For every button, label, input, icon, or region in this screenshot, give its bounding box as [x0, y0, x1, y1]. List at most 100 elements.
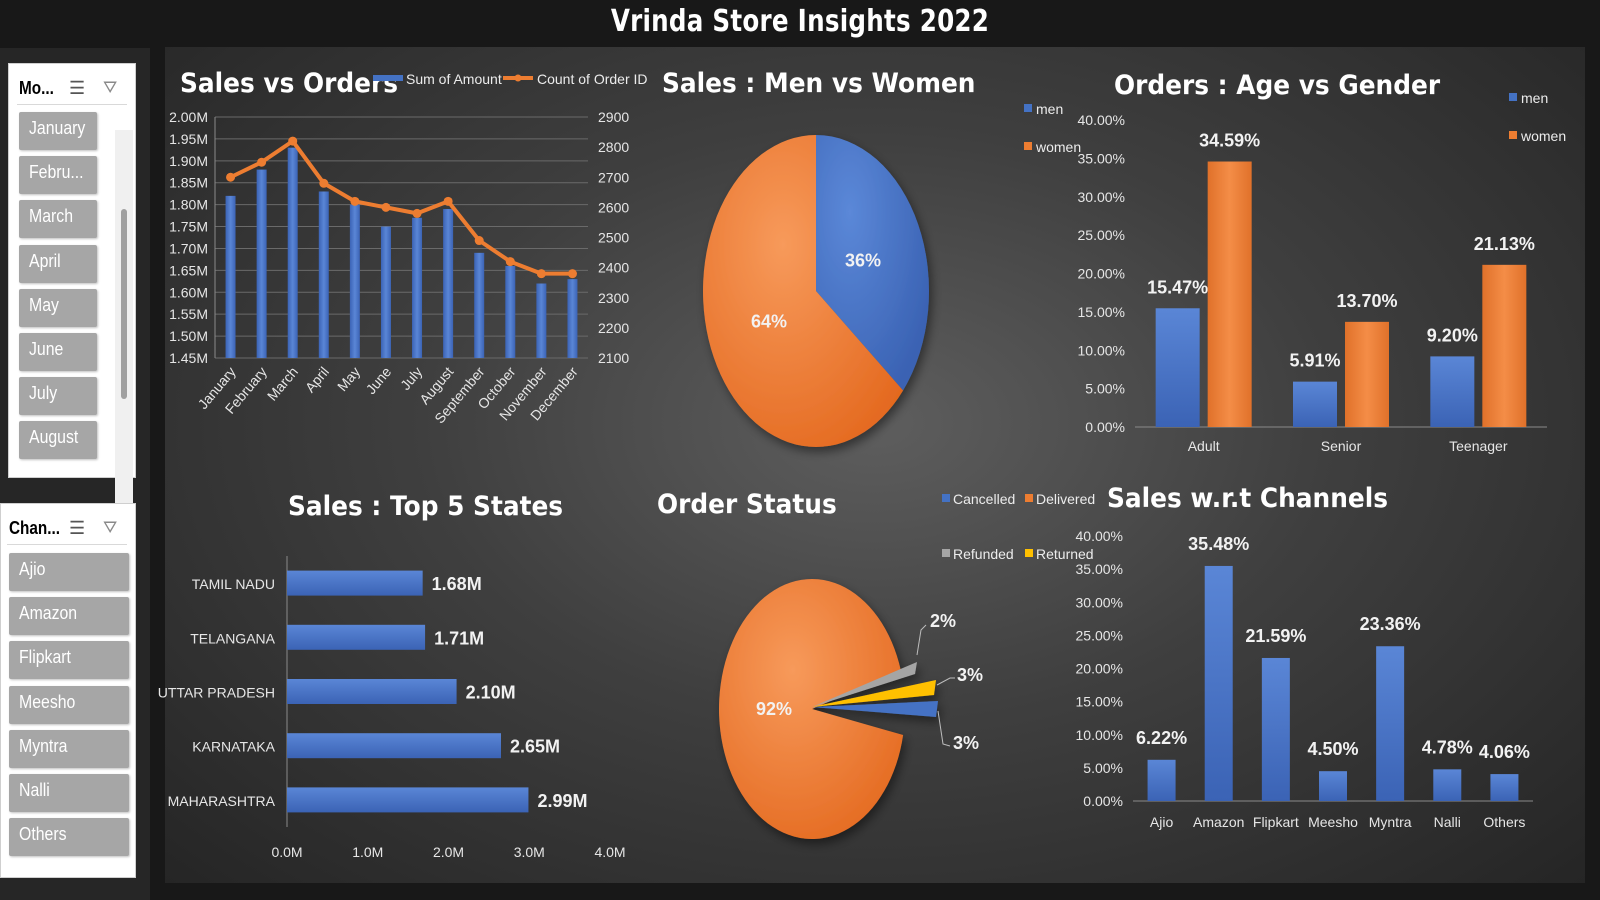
bar-sales-amount [567, 279, 578, 358]
point-order-count [536, 269, 546, 279]
bar-channel-sales [1433, 769, 1462, 801]
sales-vs-orders-title: Sales vs Orders [180, 68, 398, 99]
month-slicer-header: Mo... ☰ ⛛ [17, 74, 127, 105]
y-tick-left: 1.95M [169, 131, 208, 147]
bar-sales-amount [443, 209, 454, 358]
bar-data-label: 23.36% [1360, 614, 1421, 634]
bar-channel-sales [1204, 565, 1233, 801]
x-tick-month: March [264, 364, 301, 404]
y-tick: 30.00% [1076, 594, 1123, 610]
month-slicer-item[interactable]: April [19, 244, 97, 283]
y-tick-right: 2400 [598, 260, 629, 276]
month-slicer-item[interactable]: January [19, 112, 97, 150]
channel-slicer-item[interactable]: Meesho [9, 685, 129, 724]
point-order-count [350, 196, 360, 206]
x-tick-month: June [362, 363, 394, 397]
pie-slice-refunded [812, 662, 917, 707]
month-slicer-item[interactable]: August [19, 421, 97, 460]
y-tick: 35.00% [1078, 150, 1125, 166]
legend-swatch-amount [373, 75, 403, 81]
y-tick-right: 2300 [598, 290, 629, 306]
x-tick-channel: Ajio [1150, 814, 1174, 830]
bar-data-label: 34.59% [1199, 131, 1260, 151]
bar-sales-amount [380, 226, 391, 358]
pie-data-label: 92% [756, 699, 792, 719]
y-tick-left: 1.80M [169, 197, 208, 213]
y-tick: 40.00% [1076, 528, 1123, 544]
bar-data-label: 1.71M [434, 628, 484, 648]
y-tick: 25.00% [1078, 227, 1125, 243]
y-tick-left: 2.00M [169, 109, 208, 125]
y-tick: 5.00% [1085, 381, 1125, 397]
y-tick-state: TAMIL NADU [192, 576, 275, 592]
bar-channel-sales [1147, 759, 1176, 801]
y-tick-right: 2800 [598, 139, 629, 155]
legend-label-delivered: Delivered [1036, 491, 1095, 507]
y-tick: 0.00% [1083, 793, 1123, 809]
channel-slicer-item-label: Nalli [19, 780, 50, 800]
bar-data-label: 15.47% [1147, 277, 1208, 297]
bar-data-label: 9.20% [1427, 325, 1478, 345]
channel-slicer-item[interactable]: Amazon [9, 597, 129, 636]
x-tick-month: July [397, 364, 425, 393]
y-tick: 40.00% [1078, 112, 1125, 128]
y-tick-right: 2600 [598, 199, 629, 215]
x-tick-month: April [302, 364, 332, 396]
month-slicer-item-label: June [29, 339, 64, 359]
legend-label-men: men [1036, 101, 1063, 117]
bar-women [1482, 264, 1527, 427]
y-tick-left: 1.65M [169, 262, 208, 278]
month-slicer-title: Mo... [19, 78, 54, 98]
month-slicer-item[interactable]: May [19, 288, 97, 327]
pie-slice-delivered [719, 579, 904, 839]
clear-filter-icon[interactable]: ⛛ [103, 78, 118, 97]
point-order-count [319, 178, 329, 188]
y-tick: 25.00% [1076, 627, 1123, 643]
point-order-count [567, 269, 577, 279]
y-tick-left: 1.60M [169, 284, 208, 300]
bar-sales-amount [318, 191, 329, 358]
leader-line [937, 710, 951, 747]
month-slicer-item-label: January [29, 118, 86, 138]
month-slicer-item-label: July [29, 383, 58, 404]
month-slicer-item[interactable]: March [19, 200, 97, 239]
channel-slicer-item[interactable]: Nalli [9, 774, 129, 812]
x-tick-channel: Flipkart [1253, 814, 1299, 830]
pie-data-label: 2% [930, 611, 956, 631]
channel-slicer-item[interactable]: Ajio [9, 553, 129, 591]
channel-slicer-item[interactable]: Flipkart [9, 641, 129, 680]
point-order-count [474, 236, 484, 246]
y-tick: 10.00% [1078, 342, 1125, 358]
y-tick: 0.00% [1085, 419, 1125, 435]
legend-swatch-men [1509, 93, 1517, 101]
month-slicer-item[interactable]: Febru... [19, 156, 97, 195]
month-scrollbar-thumb[interactable] [121, 209, 127, 399]
bar-women [1207, 161, 1252, 428]
multi-select-icon[interactable]: ☰ [69, 78, 86, 98]
multi-select-icon[interactable]: ☰ [69, 518, 86, 538]
channel-slicer-item[interactable]: Others [9, 818, 129, 857]
legend-swatch-returned [1025, 549, 1033, 557]
sales-vs-orders-legend: Sum of Amount Count of Order ID [373, 71, 648, 87]
pie-data-label: 3% [953, 733, 979, 753]
clear-filter-icon[interactable]: ⛛ [103, 518, 118, 537]
pie-data-label: 64% [751, 312, 787, 332]
channel-slicer-item[interactable]: Myntra [9, 729, 129, 768]
bar-data-label: 5.91% [1289, 351, 1340, 371]
bar-data-label: 2.10M [466, 683, 516, 703]
bar-data-label: 4.06% [1479, 742, 1530, 762]
bar-sales-amount [505, 265, 516, 358]
y-tick: 30.00% [1078, 189, 1125, 205]
month-slicer-item[interactable]: July [19, 377, 97, 416]
y-tick-left: 1.55M [169, 306, 208, 322]
legend-marker-orders [514, 74, 522, 82]
bar-state-sales [287, 570, 423, 596]
channel-slicer-item-label: Myntra [19, 735, 68, 756]
month-slicer-item-label: April [29, 250, 61, 271]
y-tick: 5.00% [1083, 760, 1123, 776]
x-tick-channel: Myntra [1369, 814, 1412, 830]
page-title: Vrinda Store Insights 2022 [610, 4, 990, 39]
bar-men [1293, 381, 1337, 427]
month-slicer-item[interactable]: June [19, 333, 97, 371]
bar-state-sales [287, 624, 426, 650]
